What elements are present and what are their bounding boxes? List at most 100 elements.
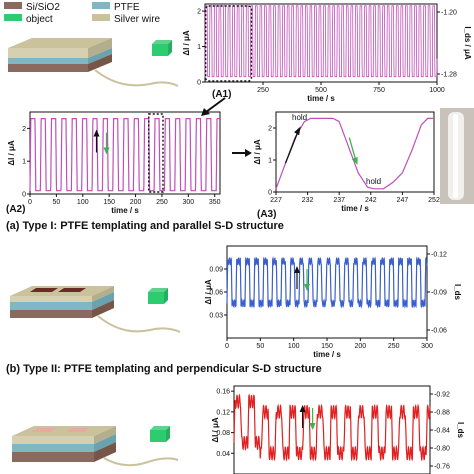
selection-box (204, 5, 253, 82)
y2-tick-label: -0.76 (434, 464, 450, 471)
chart-a3: 227 232 237 242 247 252 0 1 2 time / s ΔI / μA (253, 111, 440, 213)
y-tick-label: 0 (268, 190, 272, 197)
selection-box (148, 113, 164, 193)
series-line (275, 117, 434, 190)
y-tick-label: 1 (197, 44, 201, 51)
legend-swatch-sisio2 (4, 2, 22, 9)
x-tick-label: 250 (388, 343, 400, 350)
x-axis-label: time / s (307, 94, 335, 103)
rise-arrowhead (93, 129, 100, 137)
y-tick-label: 0.03 (209, 313, 223, 320)
device-illustration-type3 (12, 426, 179, 467)
annotation-hold-bottom: hold (366, 177, 381, 186)
y-tick-label: 0.04 (216, 451, 230, 458)
x-tick-label: 100 (77, 199, 89, 206)
rise-arrowhead (294, 266, 300, 273)
legend-label-silver-wire: Silver wire (114, 14, 161, 25)
y-axis-label: ΔI / μA (204, 279, 213, 305)
chart-c: 0.04 0.08 0.12 0.16 -0.92 -0.88 -0.84 -0.80 -0.7… (211, 385, 465, 474)
y-tick-label: 0.06 (209, 290, 223, 297)
y-axis-label: ΔI / μA (182, 30, 191, 56)
fall-arrowhead (304, 284, 310, 291)
y-tick-label: 0.09 (209, 267, 223, 274)
zoom-arrow-a1-a2 (201, 97, 226, 116)
y-tick-label: 0.08 (216, 430, 230, 437)
series-line (204, 5, 438, 78)
annotation-hold-top: hold (292, 113, 307, 122)
x-tick-label: 50 (52, 199, 60, 206)
fall-arrowhead (351, 157, 358, 165)
y-tick-label: 2 (197, 9, 201, 16)
x-tick-label: 500 (315, 87, 327, 94)
y2-tick-label: -1.20 (441, 10, 457, 17)
fall-arrowhead (103, 147, 110, 155)
x-tick-label: 242 (365, 197, 377, 204)
rise-arrowhead (299, 405, 306, 412)
y-tick-label: 1 (268, 158, 272, 165)
y-tick-label: 2 (22, 126, 26, 133)
legend-label-object: object (26, 14, 53, 25)
series-line (29, 118, 220, 192)
plot-frame (29, 111, 221, 195)
y-tick-label: 0.12 (216, 409, 230, 416)
ptfe-tube-photo (440, 108, 474, 204)
y2-tick-label: -0.09 (431, 290, 447, 297)
y2-tick-label: -1.28 (441, 72, 457, 79)
x-tick-label: 227 (270, 197, 282, 204)
x-tick-label: 232 (302, 197, 314, 204)
x-tick-label: 1000 (429, 87, 445, 94)
legend-swatch-silver-wire (92, 14, 110, 21)
x-tick-label: 750 (373, 87, 385, 94)
x-tick-label: 250 (257, 87, 269, 94)
x-tick-label: 250 (156, 199, 168, 206)
y2-tick-label: -0.92 (434, 392, 450, 399)
legend-swatch-object (4, 14, 22, 21)
legend-label-sisio2: Si/SiO2 (26, 2, 60, 13)
y2-tick-label: -0.84 (434, 428, 450, 435)
legend-swatch-ptfe (92, 2, 110, 9)
zoom-arrow-a2-a3 (232, 149, 252, 157)
chart-a1: 250 500 750 1000 0 1 2 -1.20 -1.28 time / s ΔI / μ… (182, 3, 472, 103)
caption-type1: (a) Type I: PTFE templating and parallel… (6, 220, 284, 232)
x-tick-label: 150 (321, 343, 333, 350)
x-axis-label: time / s (313, 350, 341, 359)
y-axis-label: ΔI / μA (253, 139, 262, 165)
x-tick-label: 0 (28, 199, 32, 206)
panel-label-a2: (A2) (6, 204, 25, 215)
device-illustration-type2 (10, 286, 181, 333)
y2-tick-label: -0.06 (431, 328, 447, 335)
y-axis-label: ΔI / μA (7, 140, 16, 166)
x-tick-label: 350 (209, 199, 221, 206)
panel-label-a3: (A3) (257, 209, 276, 220)
y2-axis-label: I_ds / μA (463, 26, 472, 60)
x-tick-label: 100 (288, 343, 300, 350)
y-tick-label: 1 (22, 159, 26, 166)
y-tick-label: 0.16 (216, 389, 230, 396)
caption-type2: (b) Type II: PTFE templating and perpend… (6, 363, 322, 375)
y2-axis-label: I_ds (456, 422, 465, 439)
y-tick-label: 2 (268, 126, 272, 133)
x-axis-label: time / s (111, 206, 139, 215)
panel-label-a1: (A1) (212, 89, 231, 100)
fall-arrowhead (309, 423, 316, 430)
y-axis-label: ΔI / μA (211, 417, 220, 443)
x-tick-label: 200 (130, 199, 142, 206)
x-tick-label: 237 (333, 197, 345, 204)
chart-a2: 0 50 100 150 200 250 300 350 0 1 2 time / s ΔI / μA (7, 111, 221, 215)
y-tick-label: 0 (22, 192, 26, 199)
legend-label-ptfe: PTFE (114, 2, 140, 13)
y2-axis-label: I_ds (453, 284, 462, 301)
y2-tick-label: -0.88 (434, 410, 450, 417)
y2-tick-label: -0.80 (434, 446, 450, 453)
y-tick-label: 0 (197, 80, 201, 87)
x-tick-label: 150 (103, 199, 115, 206)
rise-arrowhead (294, 126, 301, 136)
legend: Si/SiO2 object PTFE Silver wire (4, 2, 161, 25)
x-tick-label: 200 (354, 343, 366, 350)
device-illustration-type1 (8, 38, 179, 87)
x-tick-label: 0 (225, 343, 229, 350)
plot-frame (275, 111, 435, 193)
x-tick-label: 247 (397, 197, 409, 204)
x-tick-label: 300 (421, 343, 433, 350)
